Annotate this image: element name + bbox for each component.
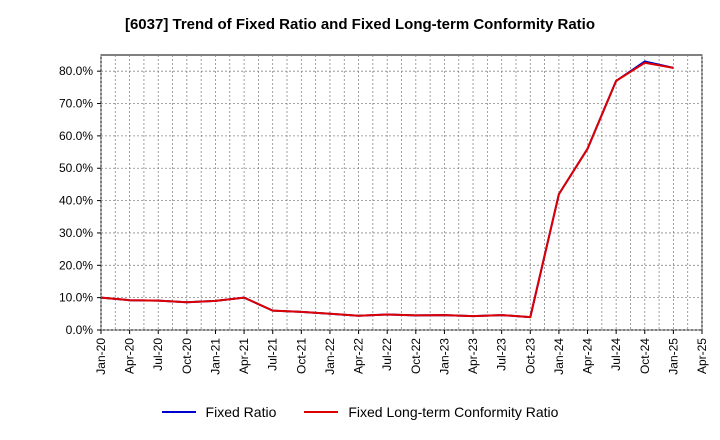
legend-item-fixed-long-term-conformity-ratio: Fixed Long-term Conformity Ratio [304, 404, 558, 420]
series-layer [100, 60, 674, 319]
axis-layer: 0.0% 10.0% 20.0% 30.0% 40.0% 50.0% 60.0% 70.0% 8… [59, 64, 709, 375]
y-tick-label: 50.0% [59, 161, 93, 175]
x-tick-label: Jan-23 [437, 338, 451, 375]
x-tick-label: Apr-23 [466, 338, 480, 374]
x-tick-label: Jul-20 [151, 338, 165, 371]
y-tick-label: 80.0% [59, 64, 93, 78]
y-tick-label: 10.0% [59, 291, 93, 305]
x-tick-label: Jan-20 [94, 338, 108, 375]
grid-layer [100, 55, 703, 331]
y-tick-label: 0.0% [66, 323, 94, 337]
x-tick-label: Jul-23 [495, 338, 509, 371]
legend-label-fixed-long-term-conformity-ratio: Fixed Long-term Conformity Ratio [348, 404, 559, 420]
x-tick-label: Jul-24 [609, 338, 623, 371]
x-tick-label: Oct-23 [523, 338, 537, 374]
x-tick-label: Jul-22 [380, 338, 394, 371]
x-tick-label: Jan-24 [552, 338, 566, 375]
x-tick-label: Apr-24 [581, 338, 595, 374]
legend-swatch-fixed-ratio [161, 411, 196, 413]
x-tick-label: Oct-20 [180, 338, 194, 374]
x-tick-label: Oct-22 [409, 338, 423, 374]
x-tick-label: Apr-20 [123, 338, 137, 374]
x-tick-label: Apr-25 [695, 338, 709, 374]
x-tick-label: Jan-25 [666, 338, 680, 375]
x-tick-label: Jan-21 [208, 338, 222, 375]
chart-title: [6037] Trend of Fixed Ratio and Fixed Lo… [124, 16, 596, 33]
x-tick-label: Oct-24 [638, 338, 652, 374]
x-tick-label: Jul-21 [266, 338, 280, 371]
series-line-fixed-long-term-conformity-ratio [100, 61, 674, 319]
y-tick-label: 60.0% [59, 129, 93, 143]
x-tick-label: Apr-22 [352, 338, 366, 374]
y-tick-label: 40.0% [59, 194, 93, 208]
legend-label-fixed-ratio: Fixed Ratio [205, 404, 277, 420]
x-tick-label: Oct-21 [294, 338, 308, 374]
y-tick-label: 70.0% [59, 97, 93, 111]
x-tick-label: Apr-21 [237, 338, 251, 374]
x-tick-label: Jan-22 [323, 338, 337, 375]
legend: Fixed Ratio Fixed Long-term Conformity R… [0, 404, 720, 420]
legend-swatch-fixed-long-term-conformity-ratio [304, 411, 339, 413]
y-tick-label: 20.0% [59, 258, 93, 272]
y-tick-label: 30.0% [59, 226, 93, 240]
legend-item-fixed-ratio: Fixed Ratio [161, 404, 277, 420]
